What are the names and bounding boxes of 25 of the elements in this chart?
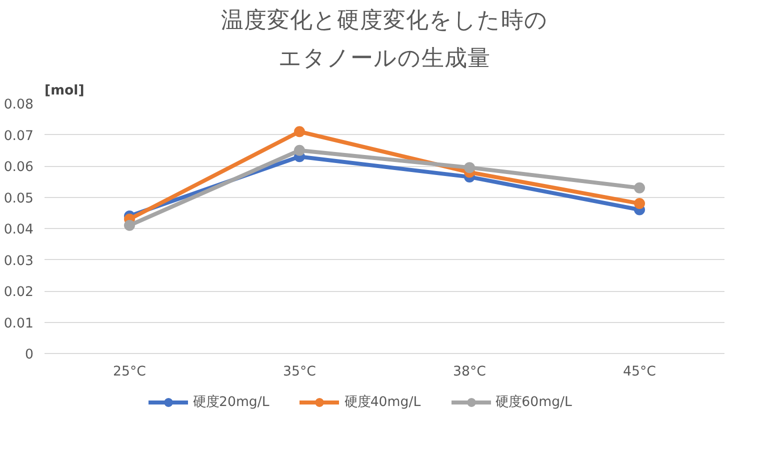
x-tick-label: 45°C: [623, 364, 656, 380]
y-tick-label: 0.06: [4, 160, 34, 175]
y-axis-title: [mol]: [44, 84, 84, 98]
point: [634, 198, 645, 209]
legend-label: 硬度60mg/L: [496, 394, 572, 411]
y-tick-label: 0.08: [4, 98, 34, 112]
y-tick-label: 0.03: [4, 254, 34, 269]
y-tick-label: 0.05: [4, 191, 34, 206]
point: [294, 144, 305, 156]
y-tick-label: 0.02: [4, 285, 34, 300]
y-tick-label: 0.07: [4, 128, 34, 144]
legend-label: 硬度20mg/L: [192, 394, 270, 411]
y-tick-label: 0.04: [4, 222, 34, 238]
y-tick-label: 0: [25, 348, 34, 362]
x-tick-label: 35°C: [283, 364, 316, 380]
chart-title: 温度変化と硬度変化をした時の: [221, 8, 548, 34]
point: [294, 126, 305, 138]
chart-subtitle: エタノールの生成量: [278, 46, 490, 72]
point: [634, 182, 645, 194]
x-tick-label: 25°C: [113, 364, 146, 380]
point: [464, 162, 475, 174]
point: [124, 220, 135, 231]
legend-label: 硬度40mg/L: [344, 394, 421, 411]
y-tick-label: 0.01: [4, 316, 34, 332]
x-tick-label: 38°C: [453, 364, 486, 380]
